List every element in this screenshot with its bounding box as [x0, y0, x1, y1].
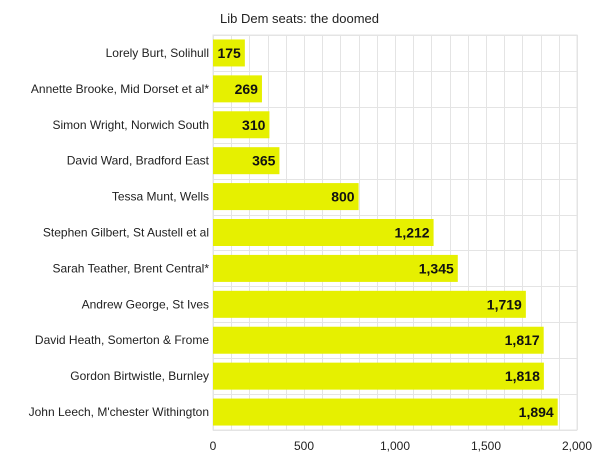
data-label: 1,818 [505, 368, 540, 384]
data-label: 800 [331, 189, 355, 205]
chart-title: Lib Dem seats: the doomed [220, 11, 379, 26]
x-tick-label: 1,000 [380, 439, 410, 453]
value-labels: 175 269 310 365 800 1,212 1,345 1,719 1,817 1,818… [217, 45, 553, 420]
data-label: 175 [217, 45, 241, 61]
category-labels: Lorely Burt, Solihull Annette Brooke, Mid… [29, 46, 210, 419]
category-label: Sarah Teather, Brent Central* [52, 261, 209, 275]
x-tick-label: 1,500 [471, 439, 501, 453]
category-label: Simon Wright, Norwich South [52, 118, 209, 132]
data-label: 1,719 [487, 296, 522, 312]
x-tick-label: 2,000 [562, 439, 592, 453]
bar [213, 219, 434, 246]
x-tick-label: 0 [210, 439, 217, 453]
x-tick-label: 500 [294, 439, 314, 453]
bar [213, 398, 558, 426]
data-label: 310 [242, 117, 266, 133]
data-label: 1,345 [419, 260, 454, 276]
data-label: 1,817 [505, 332, 540, 348]
bar [213, 362, 544, 390]
category-label: Lorely Burt, Solihull [106, 46, 209, 60]
bar [213, 326, 544, 354]
bar [213, 183, 359, 211]
data-label: 1,894 [519, 404, 554, 420]
bars [213, 39, 558, 426]
category-label: David Heath, Somerton & Frome [35, 333, 209, 347]
category-label: Stephen Gilbert, St Austell et al [43, 226, 209, 240]
bar [213, 75, 262, 103]
data-label: 1,212 [395, 225, 430, 241]
bar [213, 290, 526, 318]
category-label: David Ward, Bradford East [67, 154, 210, 168]
bar [213, 147, 280, 175]
x-axis-ticks: 0 500 1,000 1,500 2,000 [210, 439, 593, 453]
category-label: Gordon Birtwistle, Burnley [70, 369, 209, 383]
category-label: Tessa Munt, Wells [112, 190, 209, 204]
category-label: Annette Brooke, Mid Dorset et al* [31, 82, 209, 96]
bar [213, 111, 270, 139]
bar [213, 39, 245, 67]
data-label: 269 [235, 81, 259, 97]
data-label: 365 [252, 153, 276, 169]
category-label: John Leech, M'chester Withington [29, 405, 209, 419]
bar [213, 254, 458, 282]
category-label: Andrew George, St Ives [82, 297, 209, 311]
